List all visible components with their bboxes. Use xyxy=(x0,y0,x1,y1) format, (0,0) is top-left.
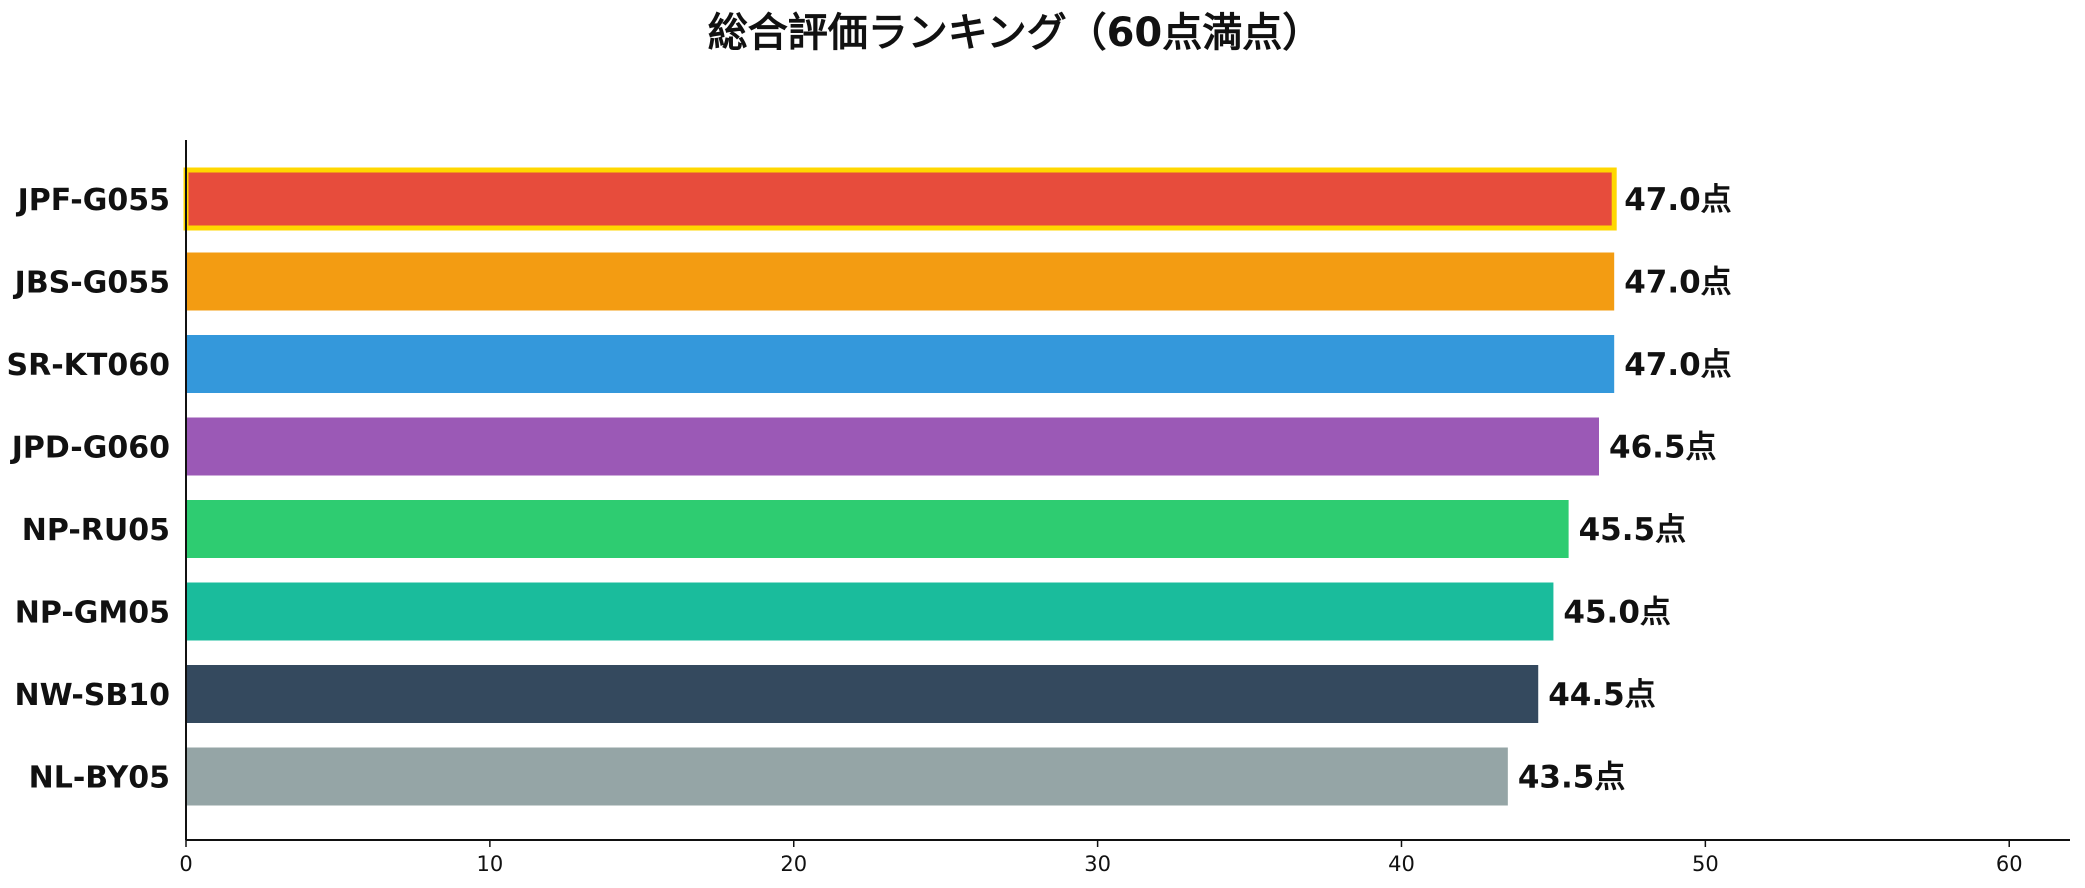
category-label: SR-KT060 xyxy=(7,348,171,383)
category-label: NP-RU05 xyxy=(22,513,170,548)
bar-jpd-g060 xyxy=(186,417,1599,476)
value-label: 47.0点 xyxy=(1624,182,1732,218)
category-label: NW-SB10 xyxy=(14,678,170,713)
value-label: 45.0点 xyxy=(1563,595,1671,631)
value-label: 44.5点 xyxy=(1548,677,1656,713)
bar-jbs-g055 xyxy=(186,252,1615,311)
labels-layer: JPF-G055 47.0点 JBS-G055 47.0点 SR-KT060 47.0点 J… xyxy=(7,182,1732,796)
bar-jpf-g055 xyxy=(183,167,1617,231)
value-label: 43.5点 xyxy=(1518,760,1626,796)
chart-title: 総合評価ランキング（60点満点） xyxy=(708,10,1322,56)
bar-np-gm05 xyxy=(186,582,1554,641)
x-tick-label: 60 xyxy=(1996,852,2023,876)
x-tick-label: 0 xyxy=(179,852,192,876)
value-label: 46.5点 xyxy=(1609,430,1717,466)
bar-np-ru05 xyxy=(186,500,1569,558)
category-label: NP-GM05 xyxy=(15,596,170,631)
category-label: JPD-G060 xyxy=(10,431,170,466)
x-tick-label: 50 xyxy=(1692,852,1719,876)
bar-sr-kt060 xyxy=(186,335,1615,393)
x-tick-label: 40 xyxy=(1388,852,1415,876)
bars-layer xyxy=(183,167,1617,806)
value-label: 47.0点 xyxy=(1624,347,1732,383)
bar-nl-by05 xyxy=(186,747,1508,806)
category-label: JPF-G055 xyxy=(16,183,170,218)
axis-layer: 0 10 20 30 40 50 60 xyxy=(179,140,2070,876)
value-label: 47.0点 xyxy=(1624,265,1732,301)
x-tick-label: 20 xyxy=(780,852,807,876)
bar-nw-sb10 xyxy=(186,665,1539,723)
x-tick-label: 10 xyxy=(477,852,504,876)
category-label: NL-BY05 xyxy=(29,761,170,796)
x-tick-label: 30 xyxy=(1084,852,1111,876)
value-label: 45.5点 xyxy=(1579,512,1687,548)
category-label: JBS-G055 xyxy=(13,266,170,301)
